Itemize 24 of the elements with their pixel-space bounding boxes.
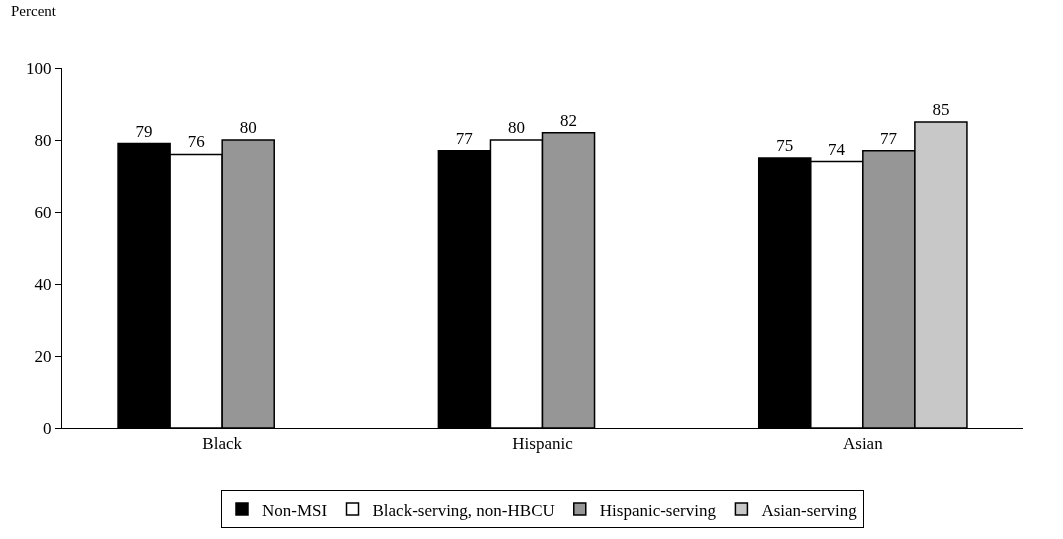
data-label: 75 [776, 136, 794, 155]
x-tick-label: Black [202, 434, 243, 454]
y-axis-title: Percent [11, 3, 57, 19]
data-label: 74 [828, 139, 846, 159]
y-tick-label: 0 [43, 418, 52, 438]
data-label: 82 [560, 110, 578, 130]
y-tick-label: 40 [34, 274, 52, 294]
data-label: 80 [507, 118, 525, 137]
legend-label: Asian-serving [761, 500, 858, 520]
legend-label: Non-MSI [262, 500, 328, 520]
legend-label: Hispanic-serving [599, 500, 717, 520]
data-label: 79 [135, 121, 153, 141]
y-tick-label: 100 [26, 58, 52, 78]
data-label: 85 [932, 100, 950, 119]
x-tick-label: Hispanic [512, 434, 574, 454]
y-tick-label: 80 [34, 130, 52, 150]
data-label: 76 [187, 132, 205, 152]
data-label: 80 [239, 118, 257, 137]
legend-label: Black-serving, non-HBCU [372, 500, 555, 520]
data-label: 77 [880, 128, 898, 148]
data-label: 77 [455, 128, 474, 148]
y-tick-label: 20 [34, 346, 52, 366]
x-tick-label: Asian [842, 434, 884, 454]
y-tick-label: 60 [34, 202, 52, 222]
